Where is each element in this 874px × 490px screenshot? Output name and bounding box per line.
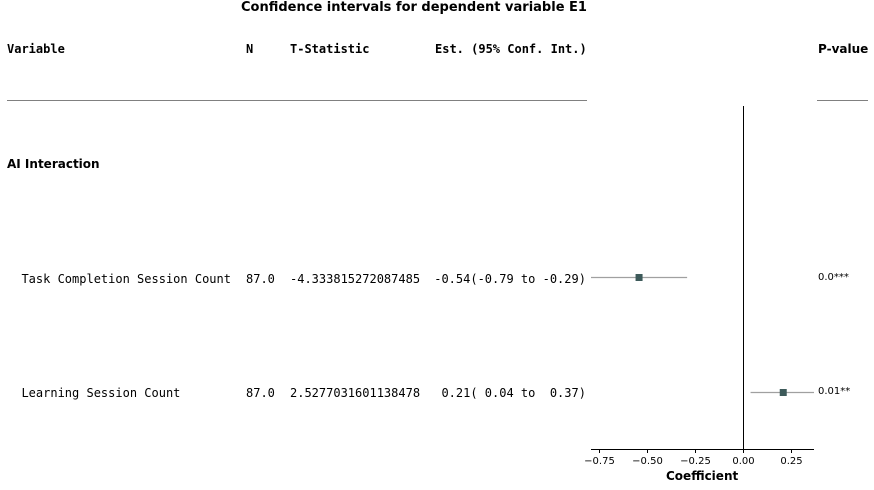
row-estimate: -0.54(-0.79 to -0.29) [427, 272, 586, 286]
point-estimate-marker [779, 389, 787, 396]
row-n: 87.0 [246, 272, 275, 286]
row-variable: Learning Session Count [7, 386, 181, 400]
row-variable: Task Completion Session Count [7, 272, 231, 286]
col-header-n: N [246, 42, 254, 56]
col-header-t-statistic: T-Statistic [290, 42, 370, 56]
x-tick-label: −0.25 [680, 456, 711, 467]
row-p-value: 0.01** [818, 386, 851, 397]
x-axis-label: Coefficient [666, 469, 739, 483]
x-tick-label: 0.25 [780, 456, 802, 467]
point-estimate-marker [635, 274, 643, 281]
row-estimate: 0.21( 0.04 to 0.37) [427, 386, 586, 400]
header-rule-right [817, 100, 868, 101]
col-header-variable: Variable [7, 42, 65, 56]
col-header-estimate: Est. (95% Conf. Int.) [435, 42, 587, 56]
col-header-p-value: P-value [818, 42, 869, 56]
row-n: 87.0 [246, 386, 275, 400]
row-t-statistic: -4.333815272087485 [290, 272, 421, 286]
x-tick-label: 0.00 [732, 456, 754, 467]
row-p-value: 0.0*** [818, 272, 849, 283]
x-tick-label: −0.50 [632, 456, 663, 467]
header-rule-left [7, 100, 587, 101]
x-tick-label: −0.75 [584, 456, 615, 467]
group-label: AI Interaction [7, 157, 100, 171]
row-t-statistic: 2.5277031601138478 [290, 386, 421, 400]
chart-title: Confidence intervals for dependent varia… [241, 0, 587, 15]
